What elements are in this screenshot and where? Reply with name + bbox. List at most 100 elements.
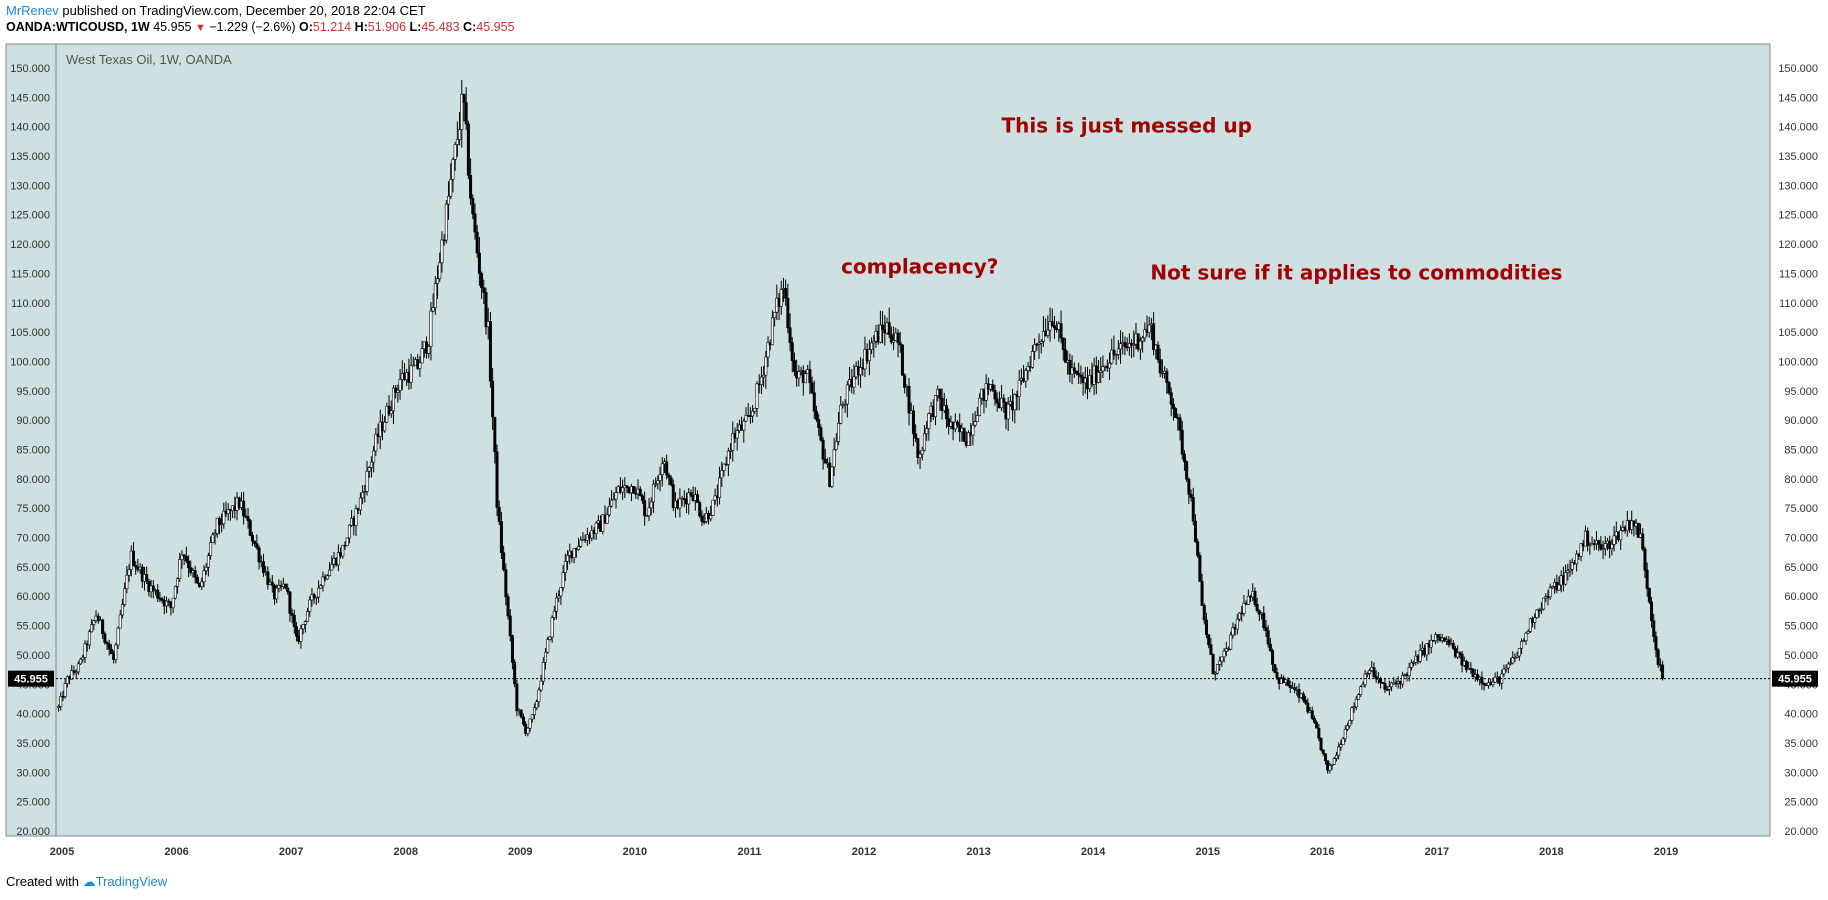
x-tick-label: 2009 (508, 846, 532, 858)
y-tick-label: 120.000 (1778, 239, 1818, 251)
candle-body (1550, 586, 1554, 589)
candle-body (1661, 664, 1665, 679)
close-label: C: (463, 20, 477, 34)
candle-body (1211, 654, 1215, 675)
candle-body (559, 587, 563, 597)
candle-body (978, 397, 982, 416)
candle-body (1006, 403, 1010, 420)
x-tick-label: 2016 (1310, 846, 1334, 858)
tradingview-logo-icon[interactable]: ☁ (82, 874, 96, 889)
candle-body (508, 615, 512, 637)
author-link[interactable]: MrRenev (6, 3, 59, 18)
y-tick-label: 105.000 (10, 327, 50, 339)
candle-body (211, 534, 215, 543)
candle-body (372, 450, 376, 463)
symbol-info: OANDA:WTICOUSD, 1W 45.955 ▼ −1.229 (−2.6… (6, 20, 514, 34)
candle-body (1063, 349, 1067, 363)
candle-body (1187, 478, 1191, 495)
candle-body (1352, 706, 1356, 709)
candle-body (118, 614, 122, 629)
candle-body (1533, 617, 1537, 623)
candle-body (292, 615, 296, 628)
candle-body (1185, 461, 1189, 480)
candle-body (438, 262, 442, 280)
candle-body (532, 707, 536, 715)
y-tick-label: 90.000 (16, 415, 50, 427)
candle-body (458, 129, 462, 140)
candle-body (1491, 681, 1495, 685)
y-tick-label: 130.000 (1778, 180, 1818, 192)
footer: Created with ☁TradingView (6, 874, 167, 890)
candle-body (1297, 689, 1301, 698)
candle-body (1321, 749, 1325, 755)
candle-body (1202, 605, 1206, 621)
candle-body (1365, 673, 1369, 675)
candle-body (109, 648, 113, 655)
candle-body (922, 433, 926, 451)
candle-body (878, 324, 882, 343)
candle-body (1568, 568, 1572, 572)
candle-body (411, 364, 415, 367)
candle-body (65, 676, 69, 684)
y-tick-label: 110.000 (11, 298, 50, 310)
candle-body (466, 123, 470, 176)
candle-body (1178, 417, 1182, 431)
candle-body (187, 560, 191, 568)
high-label: H: (354, 20, 368, 34)
candle-body (299, 628, 303, 642)
candle-body (1033, 344, 1037, 352)
candle-body (770, 317, 774, 346)
candle-body (920, 449, 924, 455)
candle-body (1275, 671, 1279, 678)
candle-body (1363, 673, 1367, 686)
candle-body (1504, 667, 1508, 670)
candle-body (1253, 591, 1257, 605)
candle-body (667, 474, 671, 478)
candle-body (1381, 682, 1385, 684)
candle-body (762, 374, 766, 378)
candle-body (107, 643, 111, 650)
candle-body (1132, 343, 1136, 346)
candle-body (1588, 544, 1592, 547)
candle-body (1520, 641, 1524, 649)
candle-body (471, 198, 475, 215)
candle-body (647, 507, 651, 517)
candle-body (1114, 354, 1118, 356)
candle-body (1222, 650, 1226, 658)
candle-body (812, 392, 816, 412)
candle-body (1619, 530, 1623, 541)
candle-body (1315, 722, 1319, 729)
candle-body (1586, 530, 1590, 546)
candle-body (1116, 348, 1120, 355)
candle-body (1266, 630, 1270, 645)
candle-body (744, 414, 748, 422)
candle-body (1513, 657, 1517, 659)
candle-body (131, 550, 135, 566)
candle-body (1074, 370, 1078, 374)
candle-body (834, 441, 838, 450)
candle-body (832, 449, 836, 468)
candle-body (347, 524, 351, 539)
candle-body (1207, 634, 1211, 646)
candle-body (1235, 618, 1239, 630)
candle-body (1310, 710, 1314, 719)
candle-body (658, 474, 662, 481)
candle-body (460, 93, 464, 131)
candle-body (1262, 612, 1266, 628)
candle-body (687, 492, 691, 505)
candle-body (79, 658, 83, 665)
candle-body (308, 599, 312, 612)
candle-body (1511, 657, 1515, 664)
candle-body (1447, 639, 1451, 646)
x-tick-label: 2005 (50, 846, 74, 858)
candle-body (1460, 653, 1464, 666)
y-tick-label: 80.000 (16, 474, 50, 486)
candle-body (1471, 669, 1475, 678)
tradingview-brand[interactable]: TradingView (95, 874, 168, 889)
candle-body (845, 384, 849, 405)
candle-body (784, 288, 788, 299)
candle-body (1026, 366, 1030, 371)
candle-body (1196, 541, 1200, 556)
candle-body (1024, 370, 1028, 382)
